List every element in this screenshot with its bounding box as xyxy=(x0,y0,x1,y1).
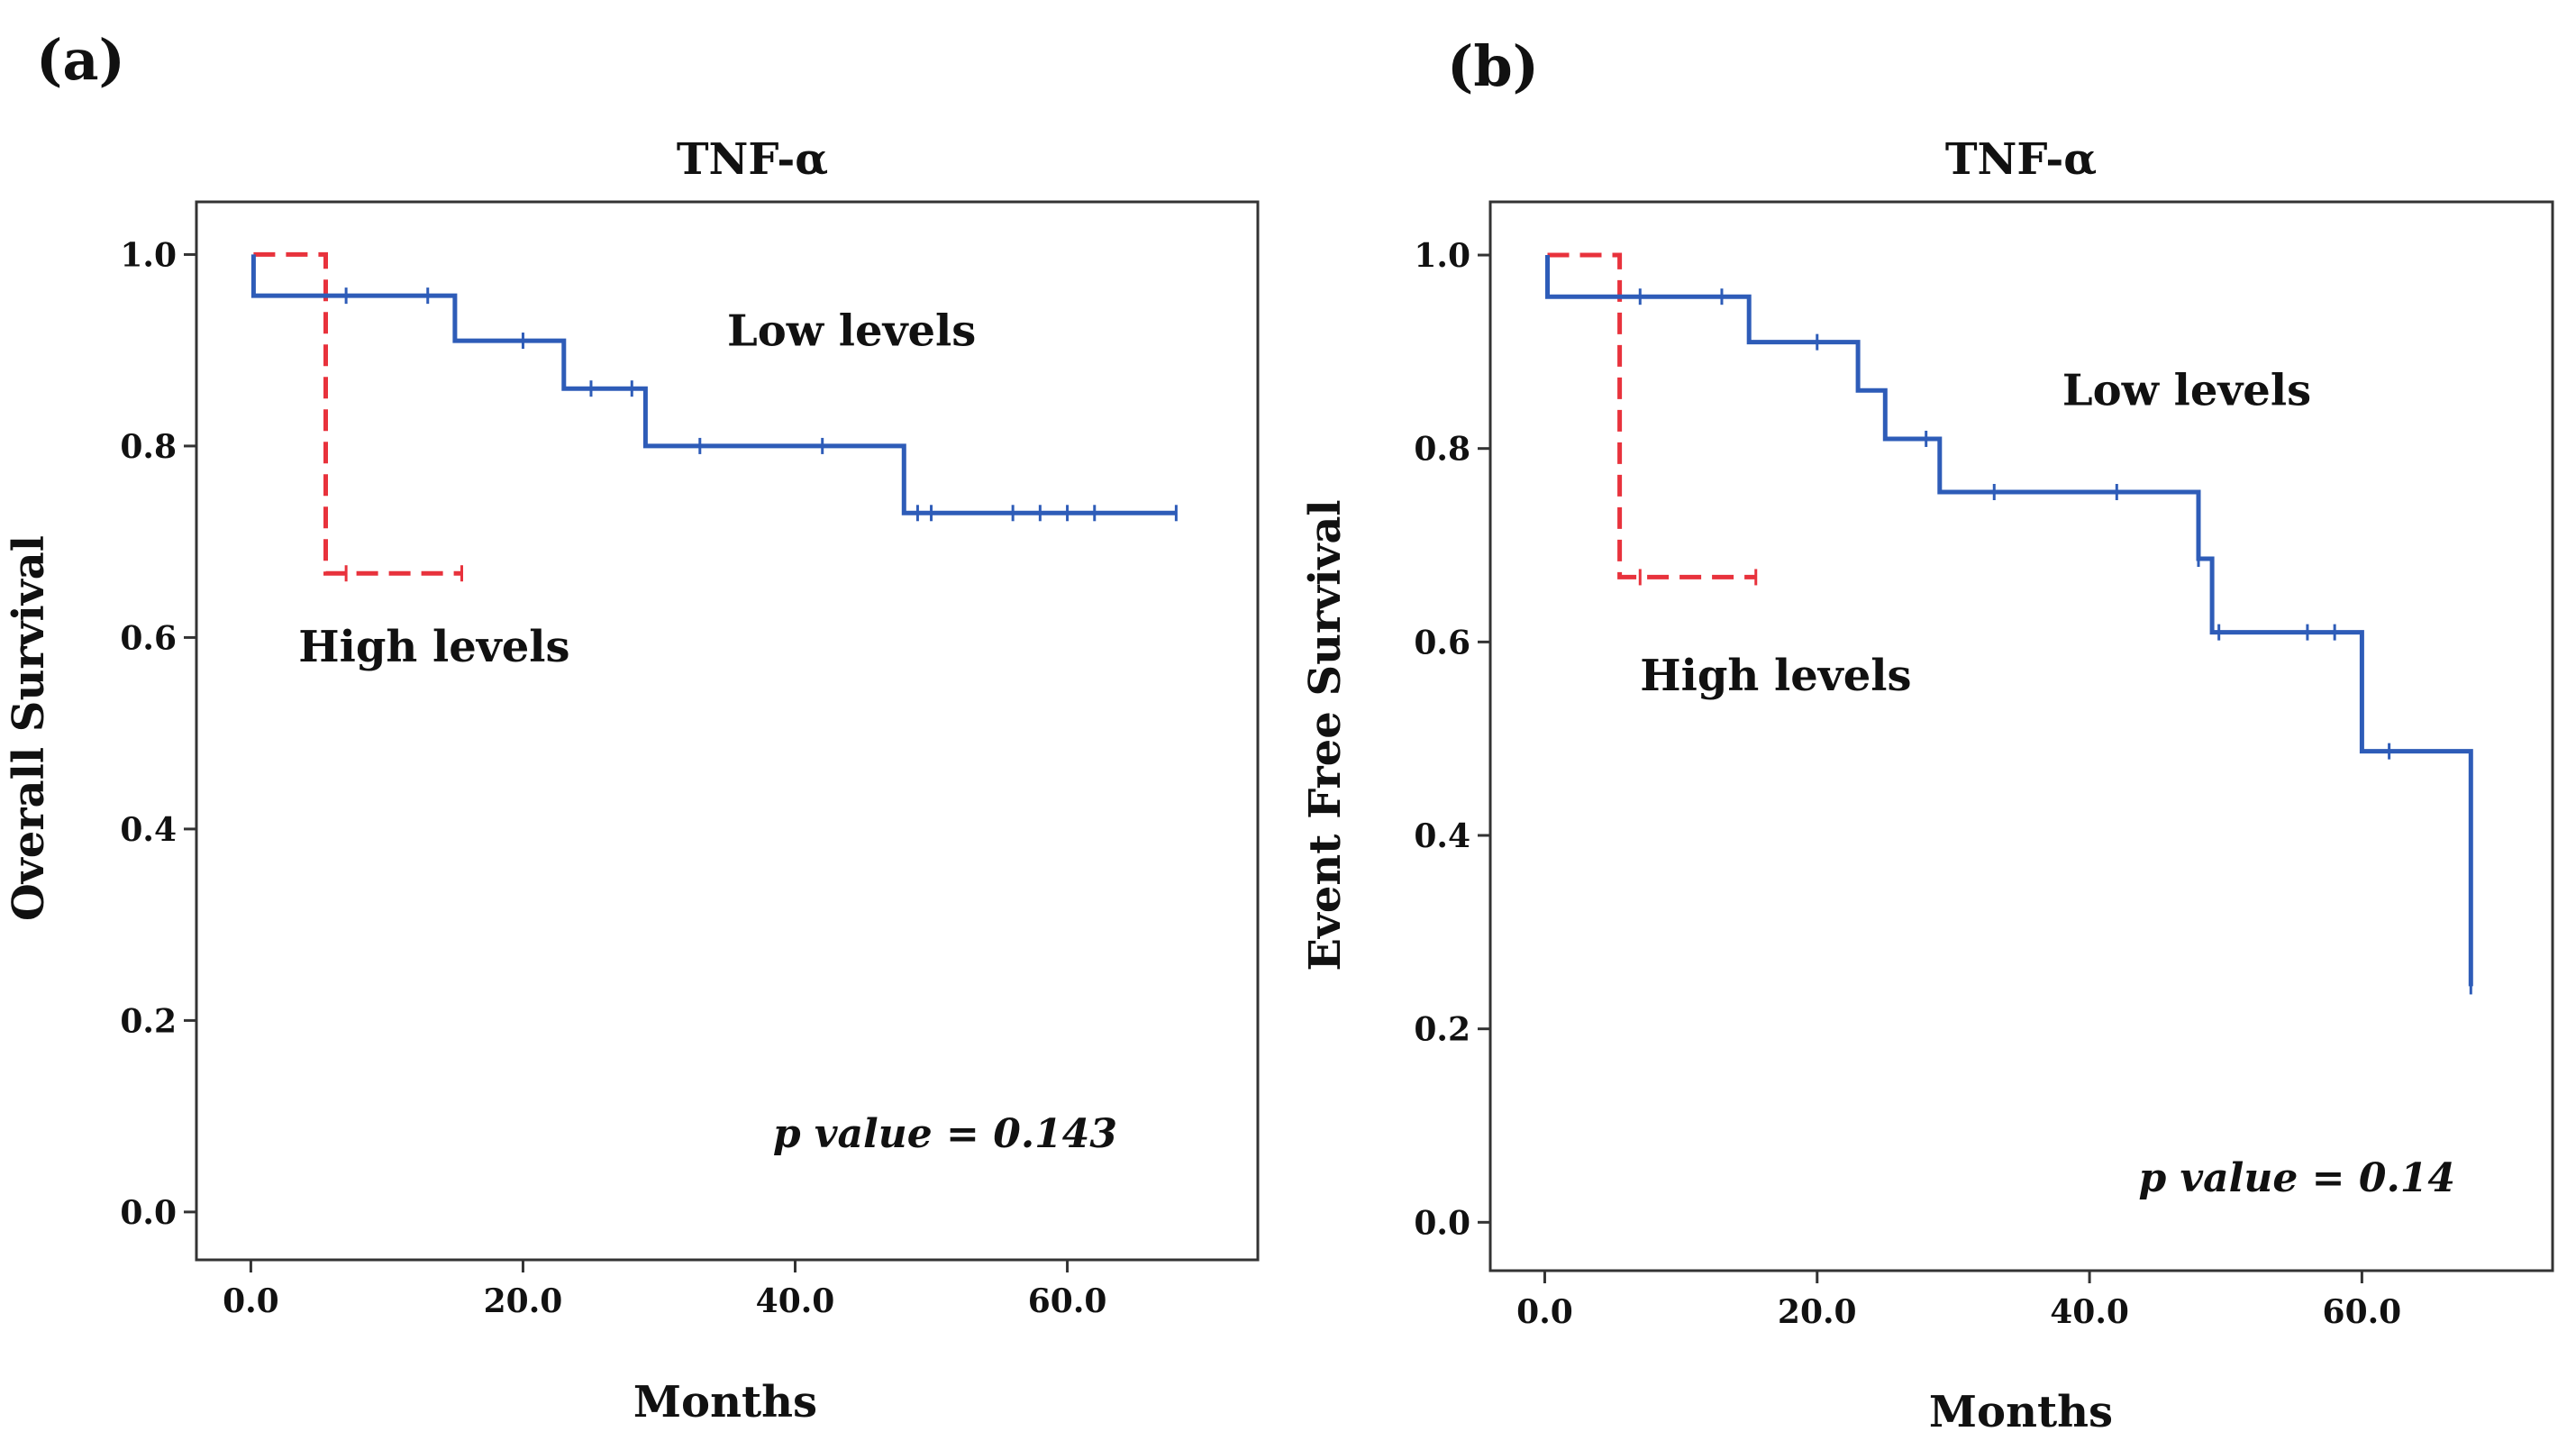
x-tick-label: 0.0 xyxy=(223,1282,279,1320)
y-tick-label: 0.2 xyxy=(120,1002,177,1040)
low-levels-survival-line xyxy=(250,254,1177,515)
p-value: p value = 0.143 xyxy=(773,1111,1117,1157)
y-tick-label: 0.4 xyxy=(120,811,177,849)
panel-b: (b) TNF-α 0.0 0.2 0.4 0.6 0.8 1.0 0.0 20.0 40.0 60.… xyxy=(1300,33,2554,1437)
x-axis-label: Months xyxy=(1929,1387,2113,1437)
low-levels-label: Low levels xyxy=(2062,365,2311,415)
x-tick-label: 40.0 xyxy=(2050,1293,2129,1331)
panel-a: (a) TNF-α 0.0 0.2 0.4 0.6 0.8 1.0 0.0 20.0 40.0 60.… xyxy=(4,27,1260,1427)
y-tick-label: 0.4 xyxy=(1414,817,1470,855)
y-tick-label: 0.0 xyxy=(1414,1204,1470,1242)
high-levels-label: High levels xyxy=(298,622,569,672)
chart-title: TNF-α xyxy=(677,134,828,185)
y-axis-label: Overall Survival xyxy=(4,535,54,921)
y-tick-label: 1.0 xyxy=(120,236,177,274)
plot-frame xyxy=(1488,200,2554,1272)
x-tick-label: 20.0 xyxy=(484,1282,563,1320)
p-value: p value = 0.14 xyxy=(2138,1155,2455,1201)
x-tick-label: 20.0 xyxy=(1778,1293,1857,1331)
x-axis-label: Months xyxy=(633,1377,817,1427)
x-tick-label: 60.0 xyxy=(1028,1282,1107,1320)
y-axis-label: Event Free Survival xyxy=(1300,499,1351,971)
high-levels-survival-line xyxy=(253,251,462,576)
panel-label: (a) xyxy=(36,27,125,93)
x-tick-label: 40.0 xyxy=(756,1282,835,1320)
y-tick-label: 1.0 xyxy=(1414,237,1470,275)
plot-frame xyxy=(195,200,1260,1262)
high-levels-label: High levels xyxy=(1640,651,1911,701)
x-tick-label: 60.0 xyxy=(2323,1293,2402,1331)
y-tick-label: 0.8 xyxy=(1414,431,1470,469)
y-tick-label: 0.8 xyxy=(120,428,177,466)
chart-title: TNF-α xyxy=(1945,134,2097,185)
y-tick-label: 0.6 xyxy=(1414,624,1470,661)
low-levels-label: Low levels xyxy=(727,306,976,356)
high-levels-survival-line xyxy=(1547,252,1756,579)
panel-label: (b) xyxy=(1447,33,1539,99)
y-tick-label: 0.2 xyxy=(1414,1011,1470,1049)
low-levels-survival-line xyxy=(1545,255,2473,987)
x-tick-label: 0.0 xyxy=(1516,1293,1573,1331)
y-tick-label: 0.6 xyxy=(120,619,177,657)
y-tick-label: 0.0 xyxy=(120,1194,177,1232)
